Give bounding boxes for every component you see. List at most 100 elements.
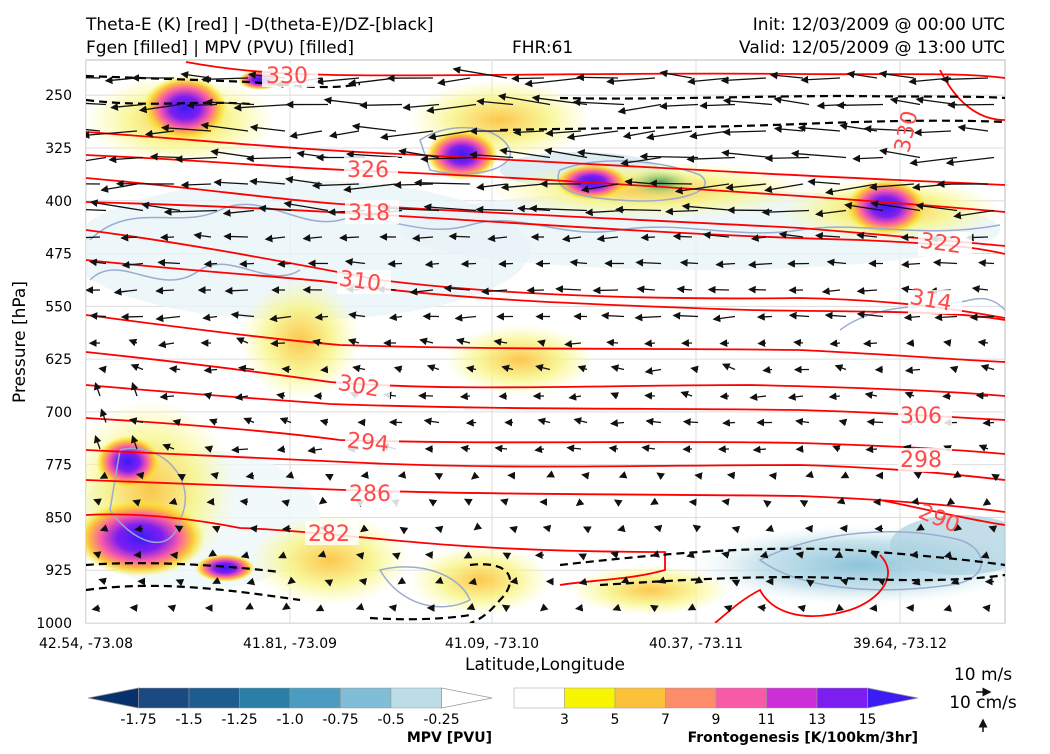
wind-vector [205, 264, 217, 265]
wind-vector [326, 475, 328, 476]
wind-vector [766, 158, 809, 159]
x-axis-label: Latitude,Longitude [465, 655, 625, 675]
wind-vector [723, 501, 729, 502]
wind-vector [607, 342, 618, 343]
colorbar-tick-label: 3 [560, 712, 569, 728]
fgen-max [426, 130, 498, 180]
colorbar-swatch [391, 688, 442, 708]
forecast-hour: FHR:61 [512, 38, 573, 58]
colorbar-swatch [290, 688, 341, 708]
title-left-2: Fgen [filled] | MPV (PVU) [filled] [86, 38, 354, 58]
wind-legend-vertical: 10 cm/s [949, 693, 1017, 713]
wind-vector [436, 528, 439, 529]
wind-vector [283, 501, 285, 502]
wind-vector [389, 264, 402, 265]
y-tick-label: 700 [45, 405, 72, 421]
x-tick-label: 42.54, -73.08 [39, 636, 133, 652]
wind-vector [650, 183, 692, 184]
wind-vector [622, 582, 624, 583]
colorbar-tick-label: -1.5 [175, 712, 202, 728]
colorbar-swatch [189, 688, 240, 708]
wind-vector [674, 236, 692, 237]
wind-vector [450, 236, 470, 237]
wind-vector [684, 422, 698, 423]
colorbar-swatch [341, 688, 392, 708]
fgen-shading [445, 325, 595, 395]
wind-vector [984, 423, 994, 424]
wind-vector [594, 290, 618, 291]
colorbar-extension [442, 688, 493, 708]
theta-e-label: 286 [349, 482, 391, 507]
wind-vector [645, 343, 655, 344]
wind-vector [992, 474, 994, 475]
y-tick-label: 550 [45, 299, 72, 315]
colorbar-swatch [565, 688, 616, 708]
mpv-colorbar: -1.75-1.5-1.25-1.0-0.75-0.5-0.25 [88, 688, 492, 728]
colorbar-tick-label: -0.5 [377, 712, 404, 728]
y-tick-label: 325 [45, 141, 72, 157]
wind-vector [321, 370, 328, 371]
wind-vector [91, 316, 106, 317]
theta-e-label: 306 [900, 404, 942, 429]
wind-vector [512, 78, 544, 79]
wind-vector [468, 608, 470, 609]
colorbar-swatch [817, 688, 868, 708]
y-tick-label: 850 [45, 510, 72, 526]
colorbar-tick-label: -1.25 [221, 712, 257, 728]
wind-vector [461, 396, 470, 397]
colorbar-extension [868, 688, 919, 708]
wind-vector [868, 422, 883, 423]
wind-vector [576, 608, 581, 609]
wind-vector [283, 369, 291, 370]
wind-vector [807, 476, 809, 477]
y-tick-label: 1000 [36, 616, 72, 632]
colorbar-tick-label: -1.0 [276, 712, 303, 728]
wind-vector [577, 77, 618, 78]
y-axis-label: Pressure [hPa] [10, 281, 30, 403]
wind-vector [188, 105, 217, 106]
wind-vector [979, 263, 994, 264]
y-tick-label: 250 [45, 88, 72, 104]
colorbar-swatch [514, 688, 565, 708]
wind-vector [475, 529, 476, 530]
wind-reference-legend: 10 m/s 10 cm/s [949, 665, 1017, 732]
mpv-shading [890, 515, 1030, 575]
wind-vector [510, 528, 513, 529]
wind-vector [977, 395, 988, 396]
wind-vector [225, 236, 248, 237]
wind-vector [579, 554, 581, 555]
colorbar-swatch [615, 688, 666, 708]
wind-vector [462, 264, 476, 265]
colorbar-extension [88, 688, 139, 708]
colorbar-tick-label: -0.75 [322, 712, 358, 728]
wind-vector [653, 555, 655, 556]
theta-e-label: 294 [346, 428, 390, 457]
wind-vector [723, 423, 735, 424]
x-tick-label: 41.81, -73.09 [243, 636, 337, 652]
y-tick-label: 400 [45, 194, 72, 210]
wind-legend-horizontal: 10 m/s [954, 665, 1012, 685]
y-tick-label: 775 [45, 458, 72, 474]
wind-vector [122, 317, 143, 318]
wind-vector [283, 529, 291, 530]
wind-vector [361, 105, 402, 106]
wind-vector [721, 396, 729, 397]
colorbar-tick-label: 7 [661, 712, 670, 728]
wind-vector [728, 475, 735, 476]
wind-vector [246, 608, 248, 609]
wind-vector [659, 582, 661, 583]
colorbar-swatch [716, 688, 767, 708]
wind-vector [867, 449, 877, 450]
wind-vector [401, 528, 402, 529]
wind-vector [326, 581, 328, 582]
wind-vector [759, 343, 766, 344]
wind-vector [240, 264, 254, 265]
valid-time: Valid: 12/05/2009 @ 13:00 UTC [739, 38, 1005, 58]
colorbar-tick-label: 9 [712, 712, 721, 728]
colorbar-swatch [240, 688, 291, 708]
colorbar-tick-label: -1.75 [120, 712, 156, 728]
colorbar-tick-label: 11 [758, 712, 776, 728]
